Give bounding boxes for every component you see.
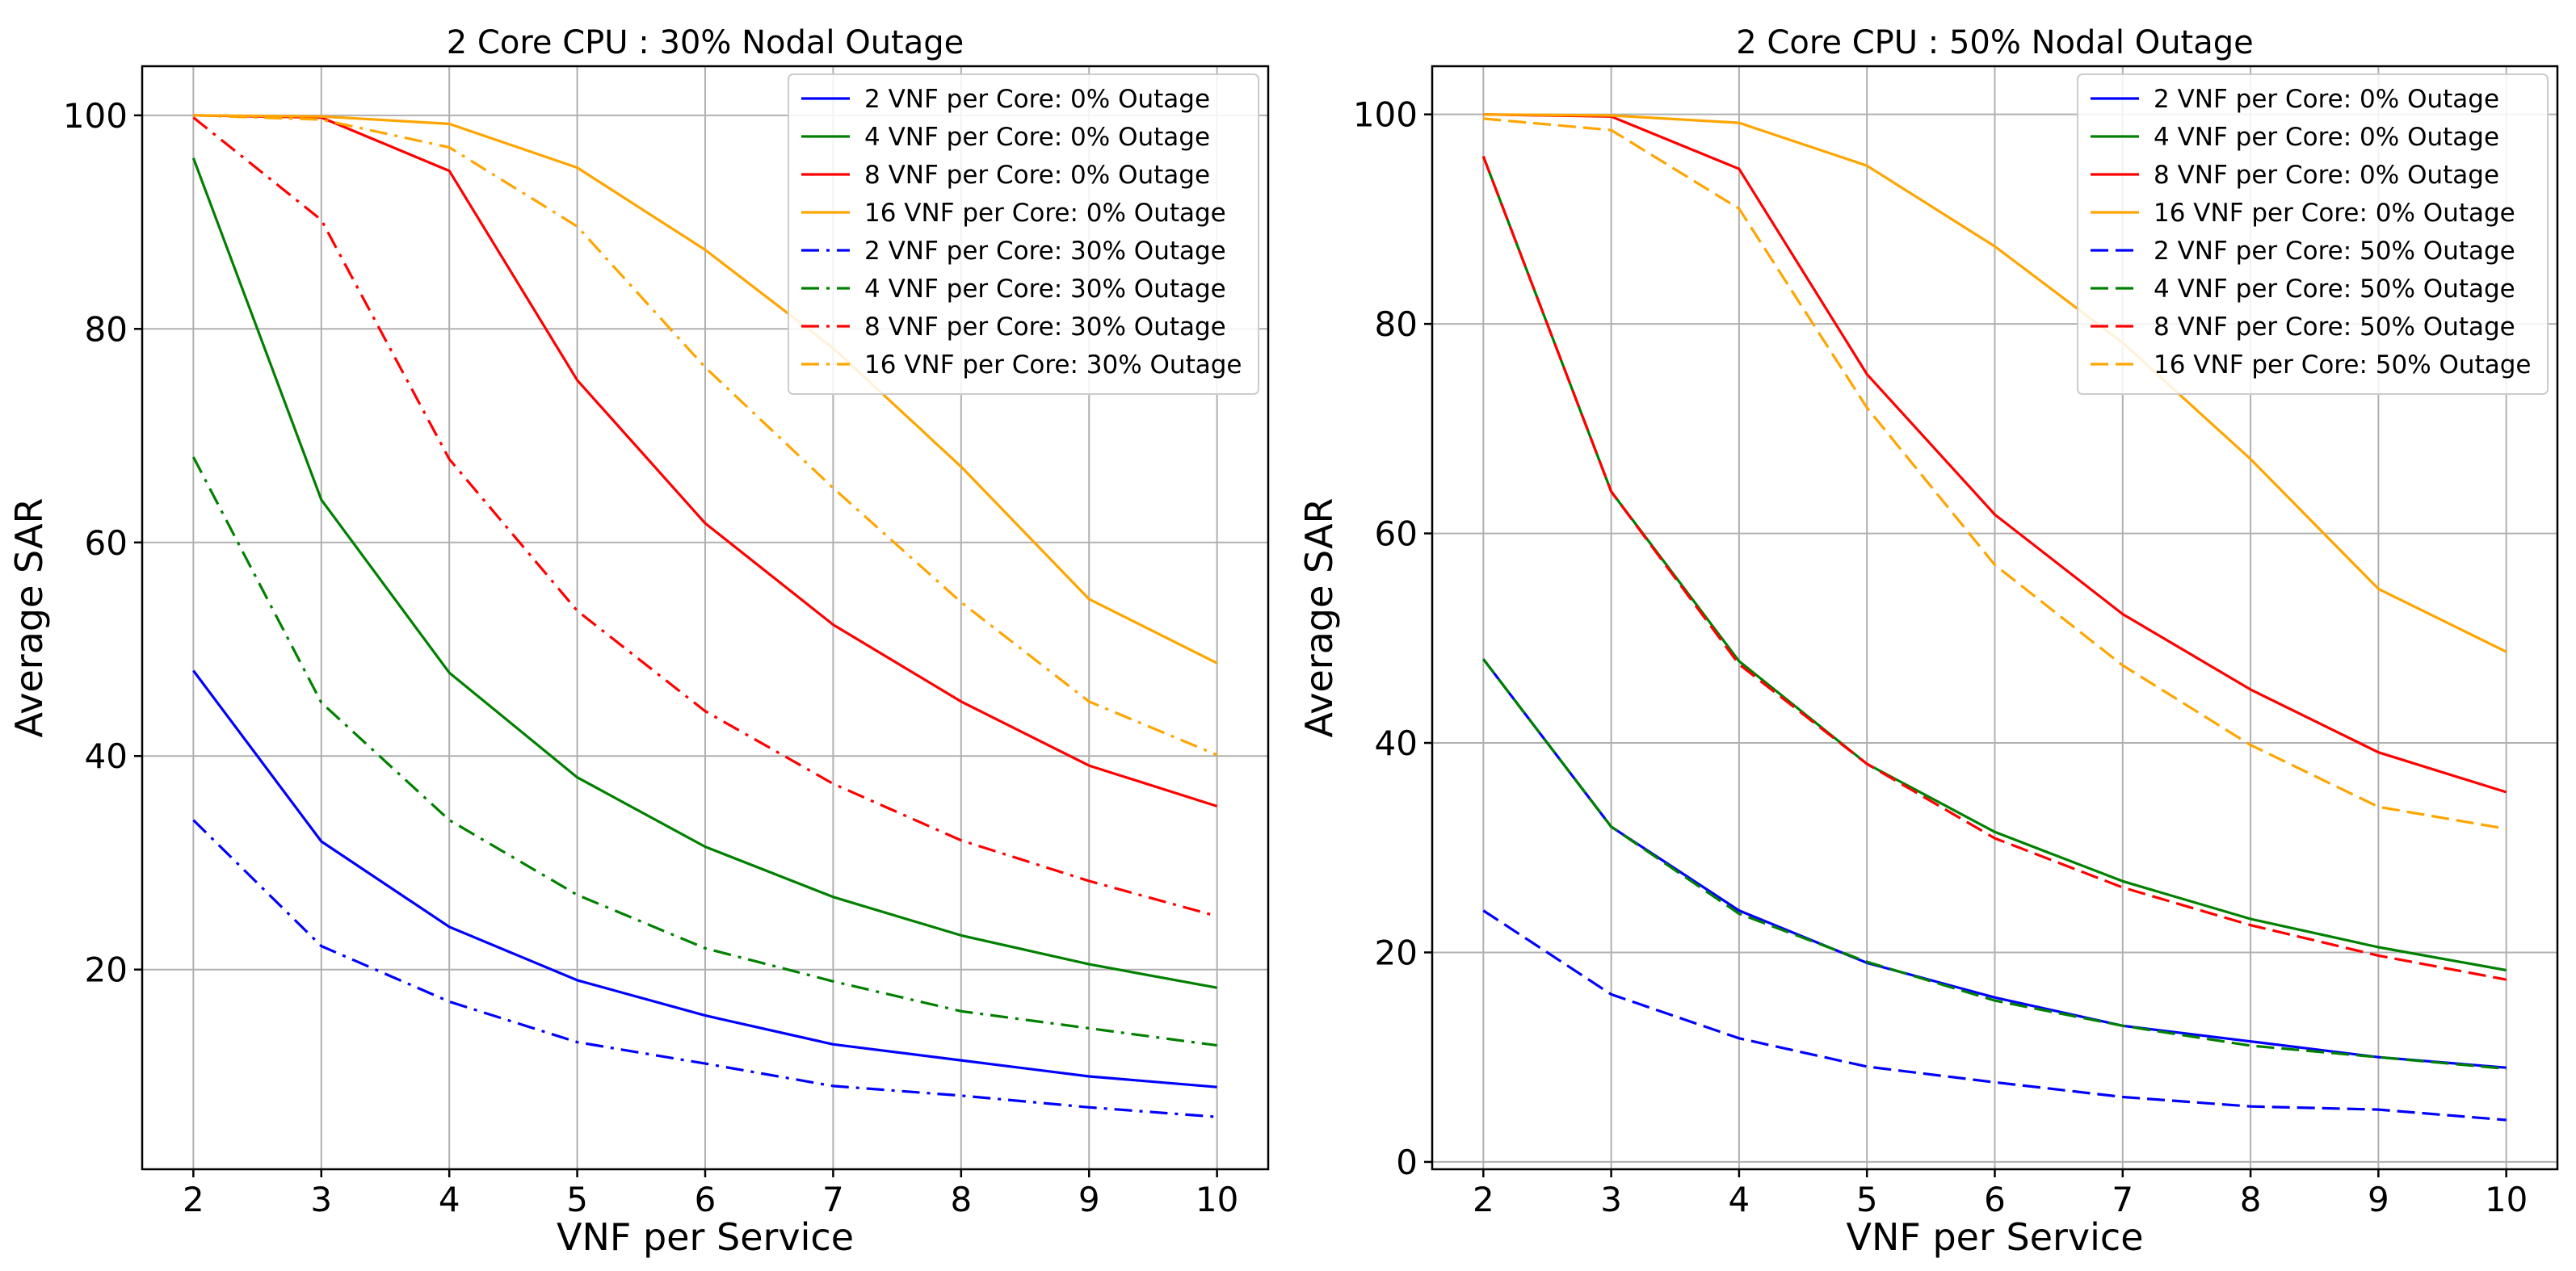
y-tick-label: 20 <box>85 950 128 990</box>
legend-label: 4 VNF per Core: 50% Outage <box>2154 275 2515 304</box>
y-tick-label: 80 <box>1375 304 1418 344</box>
series-line-4 <box>193 114 1218 665</box>
series-line-8 <box>1483 117 2507 830</box>
series-line-5 <box>1482 909 2507 1122</box>
legend-label: 8 VNF per Core: 30% Outage <box>864 313 1226 342</box>
y-tick-label: 60 <box>85 523 128 563</box>
x-tick-label: 5 <box>1856 1180 1878 1219</box>
chart-title: 2 Core CPU : 50% Nodal Outage <box>1736 24 2253 61</box>
x-tick-label: 4 <box>1729 1180 1750 1219</box>
x-tick-label: 3 <box>1600 1180 1622 1219</box>
series-line-3 <box>193 114 1218 807</box>
x-tick-label: 9 <box>2368 1180 2389 1219</box>
x-tick-label: 6 <box>1984 1180 2006 1219</box>
series-line-3 <box>1483 113 2507 794</box>
y-tick-label: 40 <box>1375 724 1418 763</box>
series-line-1 <box>192 669 1217 1089</box>
x-tick-label: 7 <box>2112 1180 2133 1219</box>
series-line-5 <box>192 819 1217 1118</box>
y-tick-label: 60 <box>1375 514 1418 554</box>
legend-label: 2 VNF per Core: 0% Outage <box>2154 85 2499 114</box>
legend-label: 8 VNF per Core: 50% Outage <box>2154 313 2515 342</box>
y-tick-label: 0 <box>1396 1143 1418 1182</box>
x-tick-label: 3 <box>310 1180 332 1219</box>
legend-box <box>788 73 1259 395</box>
legend-box <box>2077 73 2549 395</box>
legend-label: 2 VNF per Core: 0% Outage <box>864 85 1210 114</box>
y-tick-label: 100 <box>1353 95 1418 135</box>
x-axis-label: VNF per Service <box>557 1215 854 1259</box>
legend-label: 4 VNF per Core: 30% Outage <box>864 275 1226 304</box>
legend-label: 4 VNF per Core: 0% Outage <box>2154 123 2499 152</box>
series-lines <box>191 114 1218 1118</box>
y-tick-label: 80 <box>85 309 128 349</box>
y-axis-label: Average SAR <box>1297 497 1341 737</box>
series-line-4 <box>1483 113 2507 653</box>
legend-label: 2 VNF per Core: 50% Outage <box>2154 237 2515 266</box>
legend-label: 4 VNF per Core: 0% Outage <box>864 123 1210 152</box>
x-tick-label: 2 <box>183 1180 204 1219</box>
series-line-7 <box>192 116 1218 918</box>
legend-label: 2 VNF per Core: 30% Outage <box>864 237 1226 266</box>
y-tick-label: 20 <box>1375 933 1418 972</box>
legend: 2 VNF per Core: 0% Outage 4 VNF per Core:… <box>788 73 1259 395</box>
x-tick-label: 7 <box>822 1180 844 1219</box>
legend-label: 8 VNF per Core: 0% Outage <box>2154 161 2499 190</box>
x-tick-label: 2 <box>1473 1180 1494 1219</box>
y-tick-label: 100 <box>63 96 128 136</box>
y-axis-label: Average SAR <box>7 497 51 737</box>
x-tick-label: 10 <box>1196 1180 1238 1219</box>
series-line-2 <box>191 157 1217 989</box>
legend-label: 16 VNF per Core: 50% Outage <box>2154 350 2531 380</box>
x-tick-label: 5 <box>566 1180 588 1219</box>
series-lines <box>1481 113 2507 1122</box>
x-tick-label: 10 <box>2485 1180 2528 1219</box>
legend: 2 VNF per Core: 0% Outage 4 VNF per Core:… <box>2077 73 2549 395</box>
x-tick-label: 8 <box>950 1180 972 1219</box>
series-line-6 <box>1482 658 2507 1071</box>
y-tick-label: 40 <box>85 736 128 776</box>
x-axis-label: VNF per Service <box>1847 1215 2144 1259</box>
legend-label: 16 VNF per Core: 30% Outage <box>864 350 1242 380</box>
x-tick-label: 4 <box>439 1180 460 1219</box>
x-tick-label: 9 <box>1078 1180 1100 1219</box>
chart-title: 2 Core CPU : 30% Nodal Outage <box>447 24 964 61</box>
legend-label: 16 VNF per Core: 0% Outage <box>864 199 1226 228</box>
legend-label: 8 VNF per Core: 0% Outage <box>864 161 1210 190</box>
series-line-7 <box>1481 156 2507 981</box>
x-tick-label: 8 <box>2240 1180 2262 1219</box>
legend-label: 16 VNF per Core: 0% Outage <box>2154 199 2515 228</box>
series-line-6 <box>191 456 1217 1047</box>
x-tick-label: 6 <box>695 1180 716 1219</box>
chart-1: 2 3 4 5 6 7 8 9 10 20 40 60 80 100 2 Core CPU : 30% No… <box>7 24 1270 1259</box>
